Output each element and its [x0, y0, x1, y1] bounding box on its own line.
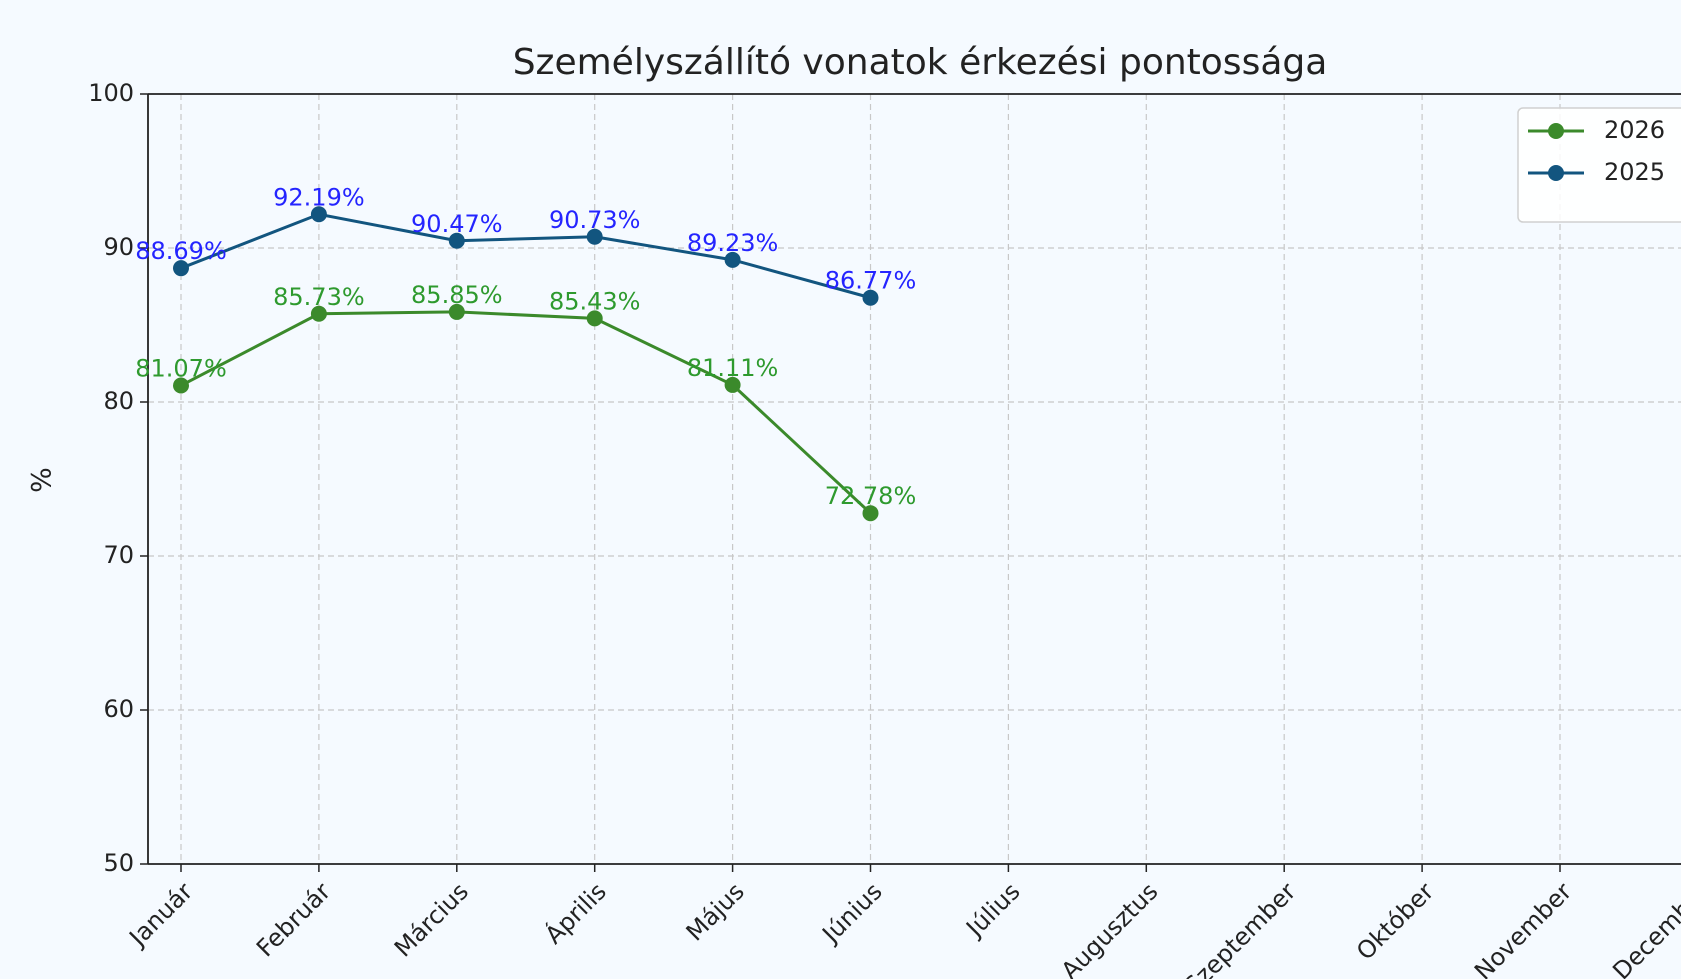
data-label: 88.69% [135, 237, 227, 265]
legend-swatch-marker [1548, 123, 1564, 139]
marker [724, 376, 741, 393]
y-axis-label: % [27, 467, 58, 493]
marker [862, 289, 879, 306]
marker [173, 260, 189, 277]
marker [448, 303, 465, 320]
data-label: 81.07% [135, 355, 227, 383]
legend-swatch-marker [1548, 165, 1564, 181]
data-label: 85.43% [549, 287, 641, 315]
y-tick-label: 60 [103, 695, 134, 723]
marker [586, 228, 603, 245]
y-tick-label: 90 [103, 233, 134, 261]
data-label: 90.47% [411, 210, 503, 238]
data-label: 86.77% [825, 267, 917, 295]
y-tick-label: 50 [103, 849, 134, 877]
y-tick-label: 80 [103, 387, 134, 415]
y-tick-label: 100 [88, 79, 134, 107]
chart-title: Személyszállító vonatok érkezési pontoss… [513, 42, 1328, 83]
data-label: 85.73% [273, 283, 365, 311]
marker [310, 206, 327, 223]
data-label: 92.19% [273, 183, 365, 211]
marker [586, 310, 603, 327]
y-tick-label: 70 [103, 541, 134, 569]
data-label: 89.23% [687, 229, 779, 257]
legend-label: 2025 [1604, 158, 1665, 186]
data-label: 90.73% [549, 206, 641, 234]
marker [448, 232, 465, 249]
data-label: 72.78% [825, 482, 917, 510]
data-label: 85.85% [411, 281, 503, 309]
series-line [180, 310, 872, 515]
marker [310, 305, 327, 322]
data-label: 81.11% [687, 354, 779, 382]
marker [173, 377, 189, 394]
marker [862, 505, 879, 522]
legend-label: 2026 [1604, 116, 1665, 144]
series-line [180, 212, 871, 300]
marker [724, 251, 741, 268]
